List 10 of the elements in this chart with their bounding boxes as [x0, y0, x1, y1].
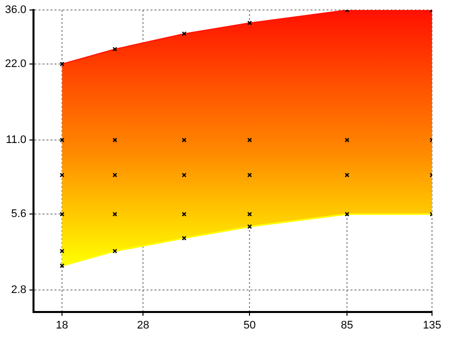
x-tick-label: 135: [422, 319, 442, 332]
y-tick-label: 5.6: [11, 208, 26, 220]
x-tick-label: 28: [137, 319, 150, 332]
y-tick-label: 22.0: [4, 58, 26, 70]
y-tick-label: 11.0: [6, 134, 26, 146]
y-tick-label: 36.0: [4, 4, 26, 16]
y-tick-label: 2.8: [11, 284, 26, 296]
x-tick-label: 18: [56, 319, 68, 332]
x-tick-label: 50: [244, 319, 256, 332]
x-tick-label: 85: [340, 319, 354, 332]
